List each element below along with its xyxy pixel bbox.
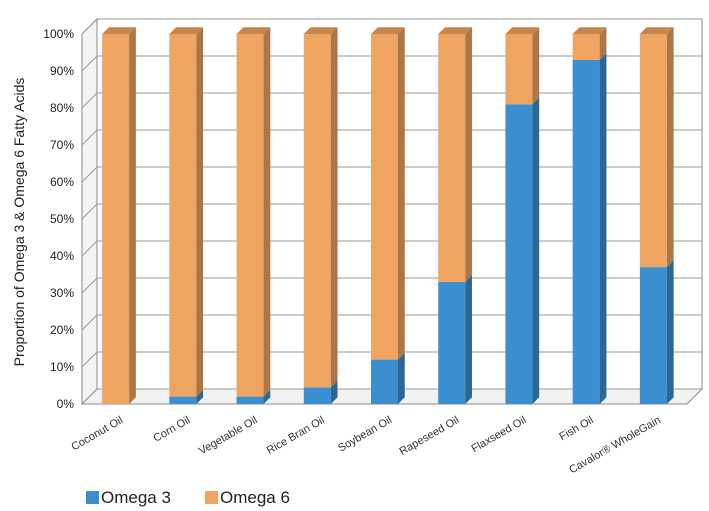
x-tick-label: Vegetable Oil — [197, 414, 260, 457]
y-axis-label: Proportion of Omega 3 & Omega 6 Fatty Ac… — [11, 78, 27, 367]
gridline — [81, 129, 702, 146]
bar-segment-omega-3 — [572, 53, 607, 405]
y-tick-label: 0% — [57, 397, 75, 411]
x-tick-label: Soybean Oil — [336, 414, 394, 454]
bars — [102, 27, 674, 405]
y-tick-label: 60% — [50, 175, 74, 189]
legend-label-omega-3: Omega 3 — [101, 488, 171, 507]
gridlines — [81, 18, 702, 405]
legend-swatch-omega-3 — [86, 491, 99, 504]
y-tick-label: 100% — [43, 27, 74, 41]
x-tick-label: Fish Oil — [557, 414, 595, 443]
bar-segment-omega-6 — [572, 27, 607, 60]
bar-segment-omega-6 — [505, 27, 540, 105]
gridline — [81, 388, 702, 405]
y-tick-label: 40% — [50, 249, 74, 263]
bar-segment-omega-3 — [639, 260, 674, 404]
gridline — [81, 92, 702, 109]
gridline — [81, 240, 702, 257]
bar-segment-omega-3 — [236, 389, 271, 404]
x-tick-label: Rapeseed Oil — [397, 414, 461, 458]
gridline — [81, 203, 702, 220]
gridline — [81, 314, 702, 331]
bar-segment-omega-6 — [438, 27, 472, 282]
gridline — [81, 277, 702, 294]
bar-segment-omega-6 — [371, 27, 405, 360]
bar-segment-omega-6 — [236, 27, 271, 397]
legend-label-omega-6: Omega 6 — [220, 488, 290, 507]
bar-segment-omega-6 — [169, 27, 204, 397]
y-tick-label: 20% — [50, 323, 74, 337]
x-tick-label: Corn Oil — [151, 414, 192, 445]
x-axis-ticks: Coconut Oil Corn Oil Vegetable Oil Rice Bra… — [69, 414, 663, 476]
legend-swatch-omega-6 — [205, 491, 218, 504]
y-tick-label: 10% — [50, 360, 74, 374]
gridline — [81, 18, 702, 35]
gridline — [81, 166, 702, 183]
y-tick-label: 80% — [50, 101, 74, 115]
y-tick-label: 70% — [50, 138, 74, 152]
bar-segment-omega-3 — [505, 97, 540, 405]
x-tick-label: Coconut Oil — [69, 414, 125, 453]
bar-segment-omega-3 — [371, 352, 405, 404]
x-tick-label: Rice Bran Oil — [265, 414, 327, 457]
bar-segment-omega-3 — [303, 380, 338, 404]
bar-segment-omega-6 — [303, 27, 338, 388]
bar-segment-omega-3 — [438, 275, 472, 404]
y-tick-label: 50% — [50, 212, 74, 226]
legend: Omega 3 Omega 6 — [86, 488, 290, 507]
bar-segment-omega-6 — [102, 27, 136, 404]
bar-segment-omega-3 — [169, 389, 204, 404]
bar-segment-omega-6 — [639, 27, 674, 268]
y-tick-label: 30% — [50, 286, 74, 300]
x-tick-label: Flaxseed Oil — [469, 414, 528, 455]
gridline — [81, 55, 702, 72]
gridline — [81, 351, 702, 368]
y-axis-ticks: 0% 10% 20% 30% 40% 50% 60% 70% 80% 90% 100% — [43, 27, 74, 411]
y-tick-label: 90% — [50, 64, 74, 78]
